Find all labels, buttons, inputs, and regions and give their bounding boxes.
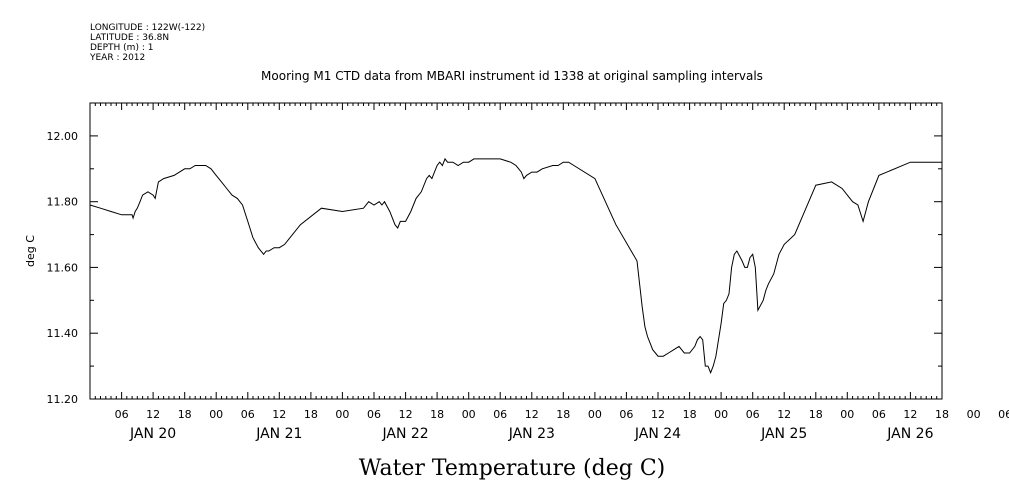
x-tick-label: 06	[998, 408, 1009, 421]
x-tick-label: 00	[967, 408, 981, 421]
day-label: JAN 22	[381, 426, 428, 442]
meta-year: YEAR : 2012	[89, 53, 145, 63]
x-tick-label: 06	[367, 408, 381, 421]
x-tick-label: 00	[714, 408, 728, 421]
meta-latitude: LATITUDE : 36.8N	[90, 33, 169, 43]
x-tick-label: 18	[430, 408, 444, 421]
y-tick-label: 11.20	[47, 393, 79, 406]
y-tick-label: 11.40	[47, 327, 79, 340]
day-labels: JAN 20 JAN 21 JAN 22 JAN 23 JAN 24 JAN 25 JAN …	[129, 426, 934, 442]
x-tick-label: 00	[209, 408, 223, 421]
y-tick-label: 12.00	[47, 130, 79, 143]
x-tick-label: 06	[619, 408, 633, 421]
x-tick-label: 12	[777, 408, 791, 421]
y-tick-label: 11.60	[47, 261, 79, 274]
y-tick-label: 11.80	[47, 196, 79, 209]
x-tick-label: 12	[525, 408, 539, 421]
x-tick-label: 06	[115, 408, 129, 421]
x-tick-label: 12	[146, 408, 160, 421]
x-tick-label: 12	[272, 408, 286, 421]
meta-depth: DEPTH (m) : 1	[90, 43, 153, 53]
meta-longitude: LONGITUDE : 122W(-122)	[90, 23, 205, 33]
x-tick-label: 06	[746, 408, 760, 421]
x-tick-label: 12	[651, 408, 665, 421]
x-tick-label: 12	[903, 408, 917, 421]
temperature-series-line	[89, 157, 942, 375]
x-axis-label: Water Temperature (deg C)	[359, 456, 666, 481]
day-label: JAN 25	[760, 426, 807, 442]
day-label: JAN 24	[634, 426, 681, 442]
x-tick-labels: 06 12 18 00 06 12 18 00 06 12 18 00 06 12 18 00 06 12 18 00…	[115, 408, 1009, 421]
x-tick-label: 12	[399, 408, 413, 421]
x-tick-label: 18	[935, 408, 949, 421]
x-tick-label: 18	[683, 408, 697, 421]
x-tick-label: 18	[809, 408, 823, 421]
axis-ticks	[90, 102, 942, 400]
x-tick-label: 18	[556, 408, 570, 421]
day-label: JAN 23	[508, 426, 555, 442]
x-tick-label: 00	[335, 408, 349, 421]
y-axis-label: deg C	[24, 235, 37, 267]
x-tick-label: 06	[241, 408, 255, 421]
day-label: JAN 21	[255, 426, 302, 442]
x-tick-label: 00	[588, 408, 602, 421]
y-tick-labels: 11.20 11.40 11.60 11.80 12.00	[47, 130, 79, 406]
plot-frame	[89, 102, 943, 400]
x-tick-label: 06	[872, 408, 886, 421]
x-tick-label: 00	[462, 408, 476, 421]
day-label: JAN 20	[129, 426, 176, 442]
chart-title: Mooring M1 CTD data from MBARI instrumen…	[261, 69, 763, 83]
x-tick-label: 18	[304, 408, 318, 421]
x-tick-label: 18	[178, 408, 192, 421]
day-label: JAN 26	[886, 426, 933, 442]
x-tick-label: 00	[840, 408, 854, 421]
x-tick-label: 06	[493, 408, 507, 421]
